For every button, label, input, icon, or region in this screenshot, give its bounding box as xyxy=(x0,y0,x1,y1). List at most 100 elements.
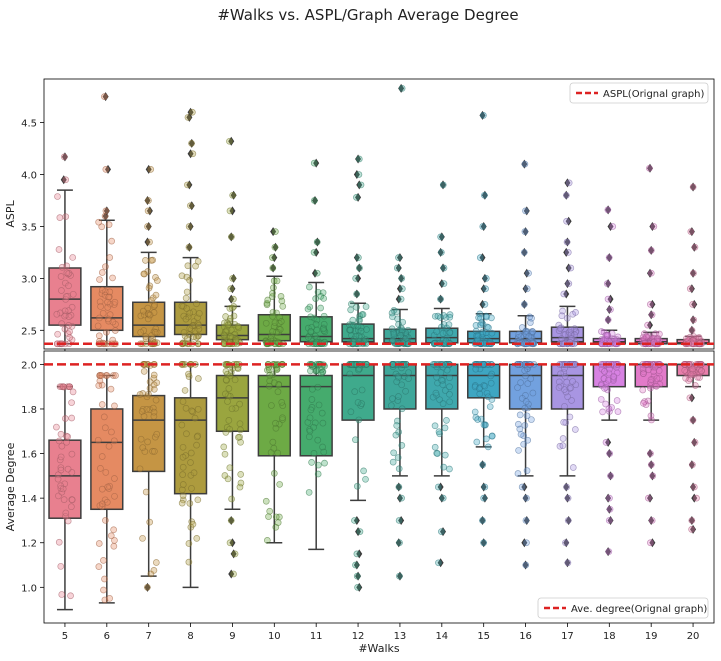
outlier-marker xyxy=(229,284,236,294)
observation-point xyxy=(106,594,113,602)
observation-point xyxy=(179,481,187,488)
box-9 xyxy=(215,361,250,579)
observation-point xyxy=(320,325,327,333)
observation-point xyxy=(646,164,653,172)
box-20 xyxy=(676,182,710,348)
observation-point xyxy=(97,465,104,472)
observation-point xyxy=(179,471,187,478)
observation-point xyxy=(264,296,272,304)
observation-point xyxy=(277,318,285,325)
observation-point xyxy=(183,430,190,438)
observation-point xyxy=(446,465,453,473)
observation-point xyxy=(68,414,76,422)
observation-point xyxy=(346,370,354,378)
observation-point xyxy=(137,435,145,443)
box-14 xyxy=(425,361,459,568)
observation-point xyxy=(65,313,73,320)
observation-point xyxy=(102,516,109,524)
box-20 xyxy=(676,361,710,534)
outlier-marker xyxy=(605,437,612,447)
observation-point xyxy=(195,375,202,382)
box-5 xyxy=(48,383,82,611)
outlier-marker xyxy=(187,149,194,159)
legend-box xyxy=(537,597,709,619)
outlier-marker xyxy=(355,192,362,202)
observation-point xyxy=(479,223,487,230)
observation-point xyxy=(514,384,521,391)
outlier-marker xyxy=(606,253,613,263)
observation-point xyxy=(229,304,236,312)
observation-point xyxy=(521,404,529,412)
observation-point xyxy=(483,389,491,397)
observation-point xyxy=(57,430,65,438)
outlier-marker xyxy=(690,482,697,492)
observation-point xyxy=(520,440,528,448)
observation-point xyxy=(62,213,70,221)
observation-point xyxy=(142,257,149,264)
observation-point xyxy=(347,306,354,314)
observation-point xyxy=(445,321,453,329)
x-tick-label-20: 20 xyxy=(687,631,700,642)
observation-point xyxy=(66,383,73,391)
box-6 xyxy=(90,372,124,604)
observation-point xyxy=(607,306,614,313)
outlier-marker xyxy=(565,216,572,226)
observation-point xyxy=(61,415,69,422)
observation-point xyxy=(110,437,118,445)
outlier-marker xyxy=(481,493,488,503)
outlier-marker xyxy=(228,232,235,242)
observation-point xyxy=(178,421,186,429)
outlier-marker xyxy=(438,232,445,242)
observation-point xyxy=(650,223,658,230)
observation-point xyxy=(310,159,318,167)
observation-point xyxy=(104,483,112,491)
box-18 xyxy=(592,205,626,348)
observation-point xyxy=(98,290,106,297)
observation-point xyxy=(226,464,234,472)
observation-point xyxy=(388,325,396,333)
observation-point xyxy=(95,382,103,389)
observation-point xyxy=(606,505,614,513)
outlier-marker xyxy=(228,515,235,525)
observation-point xyxy=(185,223,193,230)
observation-point xyxy=(693,494,700,502)
observation-point xyxy=(563,238,571,246)
observation-point xyxy=(274,388,282,396)
observation-point xyxy=(98,286,106,294)
observation-point xyxy=(390,330,398,338)
observation-point xyxy=(393,308,401,316)
legend-2: Ave. degree(Orignal graph) xyxy=(537,597,709,619)
outlier-marker xyxy=(691,493,698,503)
outlier-marker xyxy=(271,253,278,263)
observation-point xyxy=(237,471,245,478)
outlier-marker xyxy=(523,206,530,216)
observation-point xyxy=(434,450,441,457)
observation-point xyxy=(310,450,318,457)
observation-point xyxy=(68,503,75,511)
observation-point xyxy=(319,443,326,451)
observation-point xyxy=(185,558,193,566)
observation-point xyxy=(474,416,482,423)
observation-point xyxy=(308,396,316,403)
observation-point xyxy=(188,407,196,415)
observation-point xyxy=(236,420,244,428)
observation-point xyxy=(272,419,279,427)
observation-point xyxy=(144,438,151,446)
outlier-marker xyxy=(188,201,195,211)
observation-point xyxy=(313,238,321,246)
observation-point xyxy=(179,453,187,461)
observation-point xyxy=(222,376,230,384)
observation-point xyxy=(66,328,73,336)
outlier-marker xyxy=(648,245,655,255)
observation-point xyxy=(54,330,61,338)
observation-point xyxy=(142,488,150,496)
observation-point xyxy=(395,483,403,491)
observation-point xyxy=(65,322,72,329)
observation-point xyxy=(226,315,234,322)
observation-point xyxy=(145,197,152,204)
observation-point xyxy=(398,405,406,413)
observation-point xyxy=(598,328,605,335)
observation-point xyxy=(481,300,489,308)
outlier-marker xyxy=(230,549,237,559)
observation-point xyxy=(523,285,531,293)
